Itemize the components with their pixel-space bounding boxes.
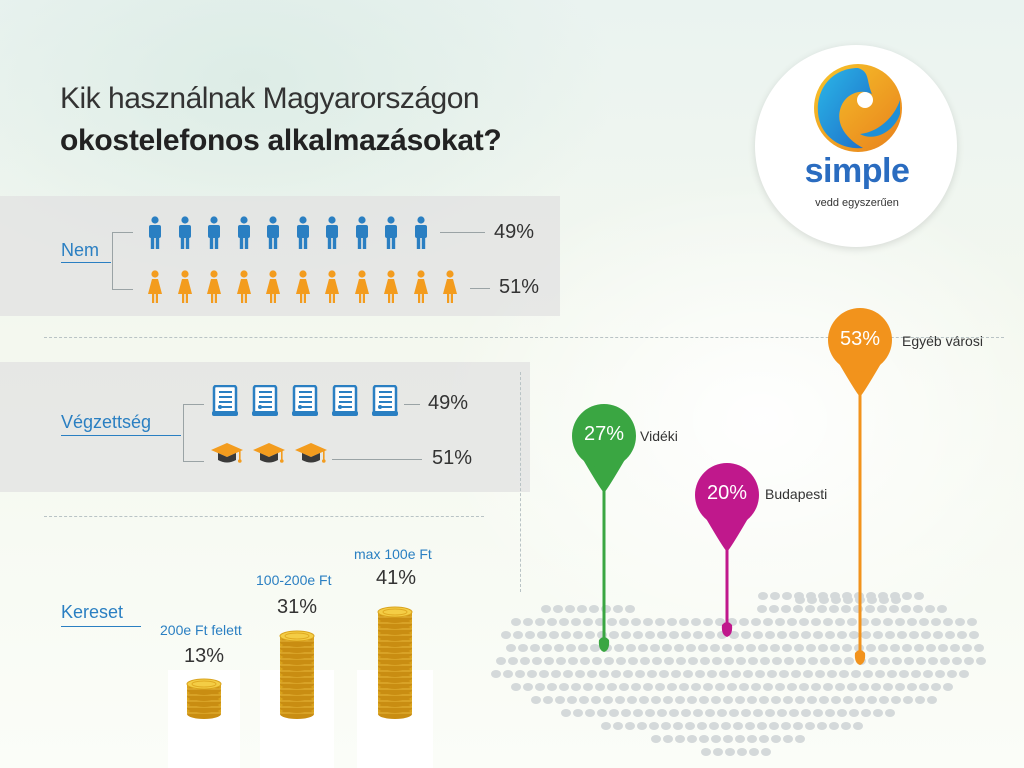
section-label-underline xyxy=(61,626,141,627)
income-category-label: 200e Ft felett xyxy=(160,622,242,638)
female-person-icon xyxy=(148,270,162,303)
male-person-icon xyxy=(355,216,368,249)
male-person-icon xyxy=(237,216,250,249)
female-person-icon xyxy=(236,270,251,303)
logo-tagline: vedd egyszerűen xyxy=(815,197,899,209)
pin-videki-name: Vidéki xyxy=(640,428,678,444)
cap-leader-line xyxy=(332,459,422,460)
cap-percent: 51% xyxy=(432,447,473,469)
female-person-icon xyxy=(443,270,457,303)
female-person-icon xyxy=(413,270,428,303)
pin-budapesti-value: 20% xyxy=(706,482,748,504)
title-line-1: Kik használnak Magyarországon xyxy=(60,82,480,115)
coin-stack-bar xyxy=(279,630,315,719)
section-divider xyxy=(44,337,1004,338)
pin-budapesti xyxy=(695,463,759,637)
pin-videki-value: 27% xyxy=(583,423,625,445)
education-section-band xyxy=(0,362,530,492)
coin-stack-bar xyxy=(377,606,413,719)
section-label-underline xyxy=(61,435,181,436)
pin-videki xyxy=(572,404,636,652)
gender-bracket xyxy=(112,232,133,290)
male-person-icon xyxy=(385,216,397,249)
female-person-icon xyxy=(266,270,280,303)
diploma-leader-line xyxy=(404,404,420,405)
section-label-underline xyxy=(61,262,111,263)
male-person-icon xyxy=(149,216,161,249)
graduation-cap-icon xyxy=(295,443,327,463)
income-category-label: 100-200e Ft xyxy=(256,572,332,588)
diploma-document-icon xyxy=(332,385,358,416)
section-label-vegzettseg: Végzettség xyxy=(61,412,152,432)
section-label-kereset: Kereset xyxy=(61,602,124,622)
female-person-icon xyxy=(354,270,369,303)
section-divider xyxy=(44,516,484,517)
diploma-percent: 49% xyxy=(428,392,469,414)
title-line-2: okostelefonos alkalmazásokat? xyxy=(60,124,502,157)
diploma-document-icon xyxy=(372,385,398,416)
pin-egyeb-name: Egyéb városi xyxy=(902,333,983,349)
female-person-icon xyxy=(325,270,339,303)
male-person-icon xyxy=(208,216,220,249)
logo-wordmark: simple xyxy=(804,152,910,190)
pin-egyeb-value: 53% xyxy=(839,328,881,350)
logo-swirl-icon xyxy=(814,64,902,152)
income-percent: 13% xyxy=(184,645,225,667)
female-person-icon xyxy=(295,270,310,303)
diploma-document-icon xyxy=(252,385,278,416)
male-person-icon xyxy=(267,216,279,249)
female-leader-line xyxy=(470,288,490,289)
male-person-icon xyxy=(178,216,191,249)
female-person-icon xyxy=(384,270,398,303)
female-percent: 51% xyxy=(499,276,540,298)
education-bracket xyxy=(183,404,204,462)
diploma-document-icon xyxy=(212,385,238,416)
female-person-icon xyxy=(177,270,192,303)
male-person-icon xyxy=(296,216,309,249)
male-leader-line xyxy=(440,232,485,233)
income-percent: 41% xyxy=(376,567,417,589)
male-person-icon xyxy=(326,216,338,249)
gender-section-band xyxy=(0,196,560,316)
income-category-label: max 100e Ft xyxy=(354,546,432,562)
income-percent: 31% xyxy=(277,596,318,618)
vertical-divider xyxy=(520,372,521,592)
pin-budapesti-name: Budapesti xyxy=(765,486,828,502)
female-person-icon xyxy=(207,270,221,303)
coin-stack-bar xyxy=(186,678,222,719)
graduation-cap-icon xyxy=(253,443,285,463)
pin-egyeb xyxy=(828,308,892,665)
graduation-cap-icon xyxy=(211,443,243,463)
diploma-document-icon xyxy=(292,385,318,416)
section-label-nem: Nem xyxy=(61,240,100,260)
male-percent: 49% xyxy=(494,221,535,243)
male-person-icon xyxy=(414,216,427,249)
